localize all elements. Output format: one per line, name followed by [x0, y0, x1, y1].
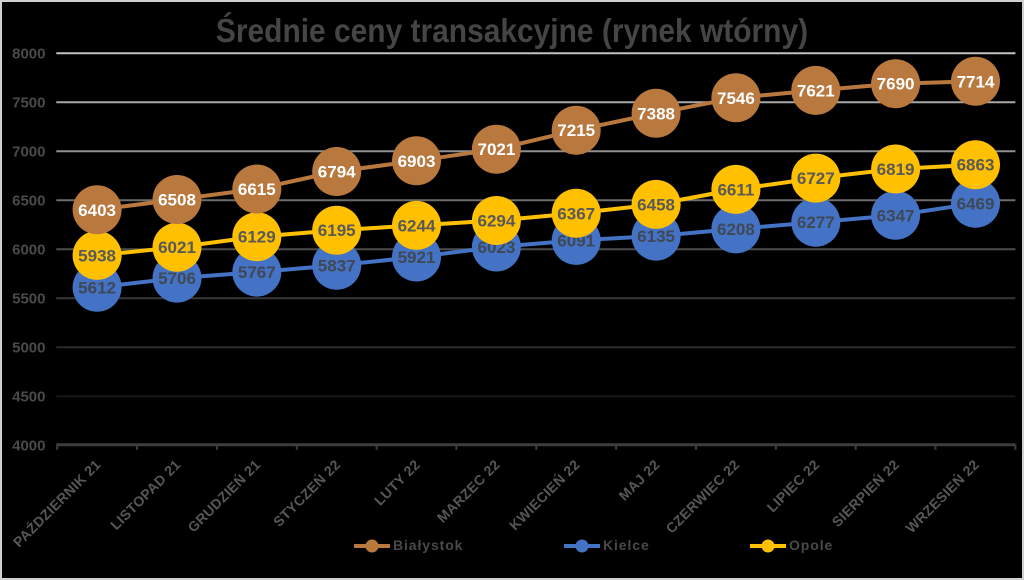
- svg-text:7546: 7546: [717, 89, 755, 108]
- svg-text:8000: 8000: [12, 45, 45, 62]
- svg-text:7500: 7500: [12, 94, 45, 111]
- svg-text:7690: 7690: [877, 75, 915, 94]
- svg-text:7000: 7000: [12, 143, 45, 160]
- svg-text:5921: 5921: [398, 248, 436, 267]
- svg-text:6347: 6347: [877, 206, 915, 225]
- svg-text:Kielce: Kielce: [603, 537, 650, 553]
- svg-text:5500: 5500: [12, 290, 45, 307]
- svg-text:6819: 6819: [877, 160, 915, 179]
- svg-text:7621: 7621: [797, 81, 835, 100]
- svg-text:4500: 4500: [12, 388, 45, 405]
- svg-text:5767: 5767: [238, 263, 276, 282]
- svg-text:5000: 5000: [12, 339, 45, 356]
- svg-text:6294: 6294: [477, 212, 515, 231]
- svg-text:6135: 6135: [637, 227, 675, 246]
- svg-text:7388: 7388: [637, 104, 675, 123]
- svg-text:5706: 5706: [158, 269, 196, 288]
- svg-text:6458: 6458: [637, 195, 675, 214]
- svg-text:6244: 6244: [398, 216, 436, 235]
- svg-text:7215: 7215: [557, 121, 595, 140]
- svg-text:Opole: Opole: [789, 537, 833, 553]
- svg-text:6508: 6508: [158, 191, 196, 210]
- svg-text:6129: 6129: [238, 228, 276, 247]
- svg-text:6000: 6000: [12, 241, 45, 258]
- svg-text:6091: 6091: [557, 231, 595, 250]
- svg-text:6611: 6611: [717, 180, 754, 199]
- svg-text:5938: 5938: [78, 246, 116, 265]
- svg-text:5612: 5612: [78, 278, 116, 297]
- svg-text:6863: 6863: [957, 156, 995, 175]
- svg-text:6021: 6021: [158, 238, 196, 257]
- svg-text:6500: 6500: [12, 192, 45, 209]
- svg-text:6277: 6277: [797, 213, 835, 232]
- svg-text:6195: 6195: [318, 221, 356, 240]
- svg-text:6367: 6367: [557, 204, 595, 223]
- svg-text:6794: 6794: [318, 163, 356, 182]
- svg-text:5837: 5837: [318, 256, 356, 275]
- svg-text:4000: 4000: [12, 437, 45, 454]
- svg-text:6903: 6903: [398, 152, 436, 171]
- svg-text:Średnie ceny transakcyjne (ryn: Średnie ceny transakcyjne (rynek wtórny): [216, 12, 808, 50]
- svg-text:6403: 6403: [78, 201, 116, 220]
- svg-text:6615: 6615: [238, 180, 276, 199]
- svg-text:7021: 7021: [477, 140, 515, 159]
- svg-text:6727: 6727: [797, 169, 835, 188]
- svg-text:6208: 6208: [717, 220, 755, 239]
- svg-text:Białystok: Białystok: [393, 537, 463, 553]
- svg-text:6469: 6469: [957, 194, 995, 213]
- svg-text:7714: 7714: [957, 72, 995, 91]
